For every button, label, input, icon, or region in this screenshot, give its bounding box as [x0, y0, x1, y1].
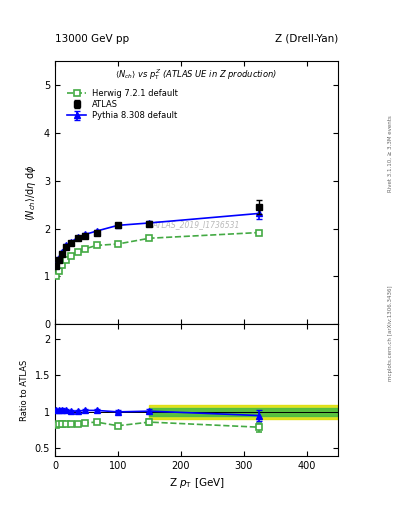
Bar: [149, 408, 338, 416]
Herwig 7.2.1 default: [57, 268, 61, 274]
Y-axis label: Ratio to ATLAS: Ratio to ATLAS: [20, 359, 29, 420]
Text: ATLAS_2019_I1736531: ATLAS_2019_I1736531: [153, 220, 240, 229]
Herwig 7.2.1 default: [60, 262, 64, 268]
Herwig 7.2.1 default: [147, 235, 152, 241]
Text: Rivet 3.1.10, ≥ 3.3M events: Rivet 3.1.10, ≥ 3.3M events: [388, 115, 393, 192]
X-axis label: Z $p_{\rm T}$ [GeV]: Z $p_{\rm T}$ [GeV]: [169, 476, 224, 490]
Herwig 7.2.1 default: [54, 273, 59, 280]
Line: Herwig 7.2.1 default: Herwig 7.2.1 default: [53, 230, 262, 279]
Text: Z (Drell-Yan): Z (Drell-Yan): [275, 33, 338, 44]
Text: mcplots.cern.ch [arXiv:1306.3436]: mcplots.cern.ch [arXiv:1306.3436]: [388, 285, 393, 380]
Legend: Herwig 7.2.1 default, ATLAS, Pythia 8.308 default: Herwig 7.2.1 default, ATLAS, Pythia 8.30…: [65, 87, 181, 123]
Herwig 7.2.1 default: [116, 241, 120, 247]
Herwig 7.2.1 default: [83, 246, 88, 252]
Bar: [149, 404, 338, 419]
Herwig 7.2.1 default: [257, 229, 262, 236]
Herwig 7.2.1 default: [69, 253, 74, 260]
Herwig 7.2.1 default: [64, 257, 69, 263]
Text: 13000 GeV pp: 13000 GeV pp: [55, 33, 129, 44]
Herwig 7.2.1 default: [75, 248, 80, 254]
Herwig 7.2.1 default: [94, 242, 99, 248]
Y-axis label: $\langle N_{ch}\rangle$/d$\eta$ d$\phi$: $\langle N_{ch}\rangle$/d$\eta$ d$\phi$: [24, 165, 39, 221]
Text: $\langle N_{ch}\rangle$ vs $p_{\rm T}^{Z}$ (ATLAS UE in Z production): $\langle N_{ch}\rangle$ vs $p_{\rm T}^{Z…: [116, 67, 277, 81]
